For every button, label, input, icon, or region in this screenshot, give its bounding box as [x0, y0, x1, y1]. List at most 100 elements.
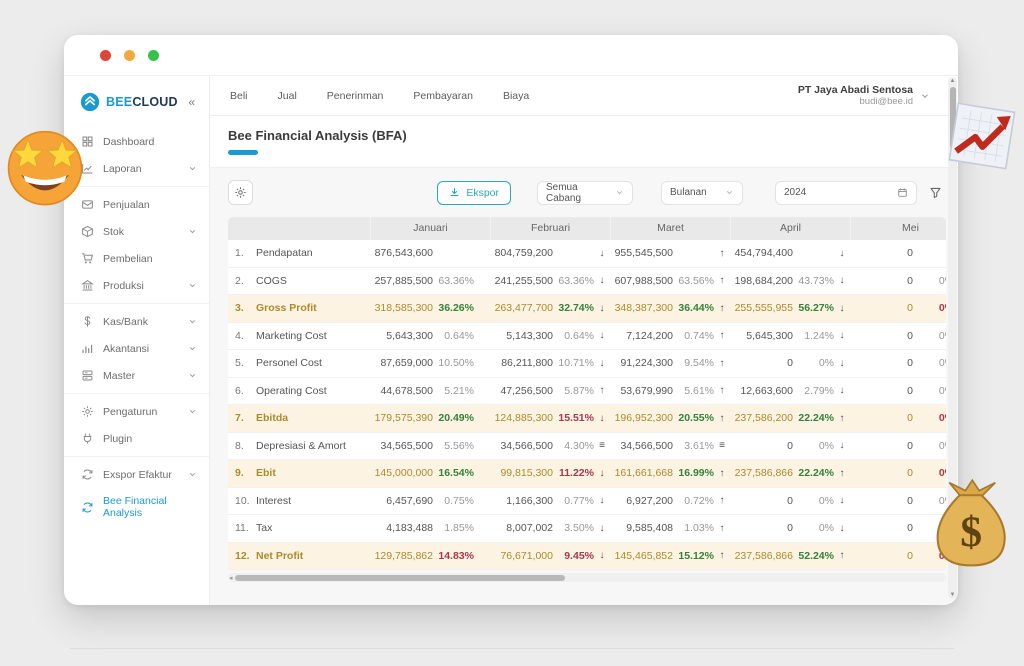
sidebar-item-label: Akantansi [103, 342, 150, 355]
table-row[interactable]: 7. Ebitda 179,575,390 20.49% 124,885,300 15.5… [228, 405, 946, 433]
table-row[interactable]: 5. Personel Cost 87,659,000 10.50% 86,211,80… [228, 350, 946, 378]
table-row[interactable]: 1. Pendapatan 876,543,600 804,759,200 ↓ 955,5… [228, 240, 946, 268]
sidebar-item-akantansi[interactable]: Akantansi [64, 335, 209, 362]
table-row[interactable]: 2. COGS 257,885,500 63.36% 241,255,500 63.36%… [228, 267, 946, 295]
vertical-scrollbar-thumb[interactable] [949, 87, 956, 149]
chevron-down-icon [188, 407, 197, 416]
window-titlebar [64, 35, 958, 75]
branch-select[interactable]: Semua Cabang [537, 180, 633, 205]
cell-value: 196,952,300 [614, 412, 673, 425]
cell-percentage: 9.45% [564, 549, 594, 562]
sidebar-item-label: Bee Financial Analysis [103, 495, 167, 519]
row-label: Tax [256, 522, 273, 535]
chevron-down-icon [188, 281, 197, 290]
year-input[interactable]: 2024 [775, 180, 917, 205]
company-menu[interactable]: PT Jaya Abadi Sentosa budi@bee.id [798, 84, 944, 107]
table-row[interactable]: 8. Depresiasi & Amort 34,565,500 5.56% 34,56… [228, 432, 946, 460]
sidebar-item-penjualan[interactable]: Penjualan [64, 191, 209, 218]
sidebar-item-pengaturun[interactable]: Pengaturun [64, 398, 209, 425]
tab-penerinman[interactable]: Penerinman [326, 89, 384, 102]
dashboard-icon [81, 135, 94, 148]
collapse-sidebar-button[interactable]: « [188, 95, 195, 109]
table-row[interactable]: 3. Gross Profit 318,585,300 36.26% 263,477,7… [228, 295, 946, 323]
cell-value: 0 [907, 522, 913, 535]
minimize-window-button[interactable] [124, 49, 135, 61]
tab-biaya[interactable]: Biaya [502, 89, 530, 102]
column-header-februari: Februari [490, 217, 610, 240]
page-header: Bee Financial Analysis (BFA) [210, 116, 958, 168]
row-label: Personel Cost [256, 357, 322, 370]
tab-jual[interactable]: Jual [277, 89, 297, 102]
trend-down-icon: ↓ [839, 302, 845, 314]
column-header-januari: Januari [370, 217, 490, 240]
trend-down-icon: ↓ [599, 247, 605, 259]
cell-value: 237,586,866 [734, 549, 793, 562]
cell-value: 129,785,862 [374, 549, 433, 562]
chevron-down-icon [188, 227, 197, 236]
cell-value: 8,007,002 [506, 522, 553, 535]
cell-value: 0 [907, 274, 913, 287]
cell-percentage: 16.99% [678, 467, 714, 480]
row-label: Net Profit [256, 549, 304, 562]
horizontal-scrollbar-thumb[interactable] [235, 574, 565, 581]
cell-percentage: 63.36% [438, 274, 474, 287]
cell-percentage: 20.55% [678, 412, 714, 425]
cell-value: 237,586,866 [734, 467, 793, 480]
table-row[interactable]: 9. Ebit 145,000,000 16.54% 99,815,300 11.22% ↓… [228, 460, 946, 488]
beecloud-logo[interactable]: BEECLOUD « [64, 84, 209, 122]
period-select[interactable]: Bulanan [661, 180, 743, 205]
export-button[interactable]: Ekspor [437, 180, 511, 205]
cell-value: 87,659,000 [380, 357, 433, 370]
company-email: budi@bee.id [859, 96, 914, 107]
cell-percentage: 0.75% [444, 494, 474, 507]
cell-percentage: 4.30% [564, 439, 594, 452]
vertical-scrollbar[interactable]: ▲ ▼ [948, 77, 957, 599]
horizontal-scrollbar[interactable]: ◂ [228, 573, 946, 582]
row-number: 2. [235, 274, 244, 287]
table-settings-button[interactable] [228, 180, 253, 205]
chevron-down-icon [920, 91, 930, 101]
cell-value: 44,678,500 [380, 384, 433, 397]
maximize-window-button[interactable] [148, 49, 159, 61]
table-row[interactable]: 11. Tax 4,183,488 1.85% 8,007,002 3.50% ↓ 9,585… [228, 515, 946, 543]
sidebar-group: Pengaturun Plugin [64, 393, 209, 456]
close-window-button[interactable] [100, 49, 111, 61]
sidebar-item-bee-financial-analysis[interactable]: Bee Financial Analysis [64, 488, 209, 526]
sidebar-group: Kas/Bank Akantansi Master [64, 303, 209, 393]
table-row[interactable]: 10. Interest 6,457,690 0.75% 1,166,300 0.77% ↓… [228, 487, 946, 515]
sidebar-item-label: Master [103, 369, 136, 382]
table-row[interactable]: 6. Operating Cost 44,678,500 5.21% 47,256,50… [228, 377, 946, 405]
cell-value: 0 [907, 439, 913, 452]
filter-button[interactable] [929, 186, 942, 199]
cell-value: 255,555,955 [734, 302, 793, 315]
sidebar-item-master[interactable]: Master [64, 362, 209, 389]
sidebar-item-laporan[interactable]: Laporan [64, 155, 209, 182]
table-row[interactable]: 12. Net Profit 129,785,862 14.83% 76,671,000… [228, 542, 946, 570]
cell-percentage: 0% [818, 439, 834, 452]
sidebar-item-exspor-efaktur[interactable]: Exspor Efaktur [64, 461, 209, 488]
sidebar-item-label: Plugin [103, 432, 133, 445]
tab-beli[interactable]: Beli [230, 89, 248, 102]
cell-percentage: 63.56% [678, 274, 714, 287]
cell-percentage: 0% [938, 357, 946, 370]
sidebar-item-dashboard[interactable]: Dashboard [64, 128, 209, 155]
trend-eq-icon: ≡ [599, 440, 605, 452]
trend-down-icon: ↓ [839, 247, 845, 259]
table-row[interactable]: 4. Marketing Cost 5,643,300 0.64% 5,143,300 0… [228, 322, 946, 350]
sidebar-item-stok[interactable]: Stok [64, 218, 209, 245]
sidebar-item-kas-bank[interactable]: Kas/Bank [64, 308, 209, 335]
cell-percentage: 0% [938, 329, 946, 342]
cell-percentage: 5.61% [684, 384, 714, 397]
cell-value: 607,988,500 [614, 274, 673, 287]
row-label: Interest [256, 494, 292, 507]
cell-percentage: 10.71% [558, 357, 594, 370]
tab-pembayaran[interactable]: Pembayaran [413, 89, 473, 102]
trend-down-icon: ↓ [599, 330, 605, 342]
trend-down-icon: ↓ [599, 357, 605, 369]
sidebar-item-produksi[interactable]: Produksi [64, 272, 209, 299]
sidebar-item-plugin[interactable]: Plugin [64, 425, 209, 452]
cell-percentage: 22.24% [798, 412, 834, 425]
sidebar-item-label: Pembelian [103, 252, 153, 265]
row-number: 9. [235, 467, 244, 480]
sidebar-item-pembelian[interactable]: Pembelian [64, 245, 209, 272]
